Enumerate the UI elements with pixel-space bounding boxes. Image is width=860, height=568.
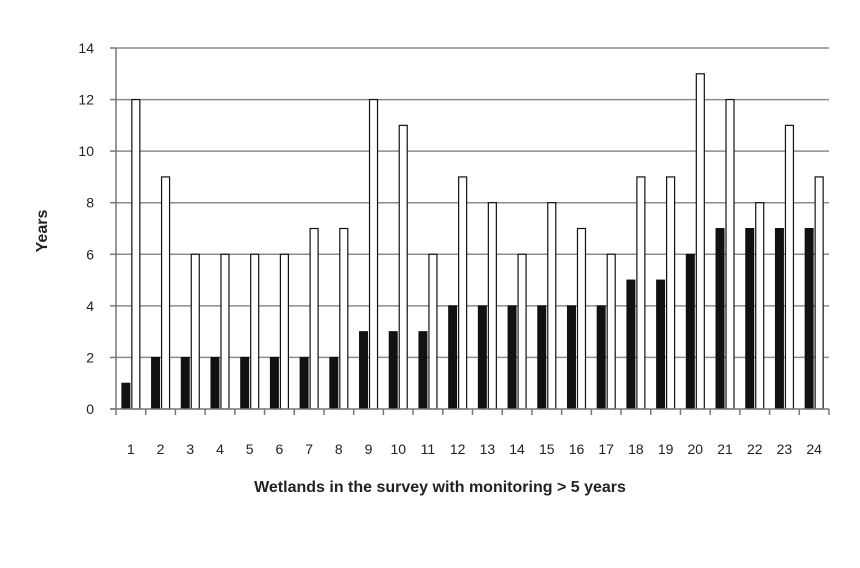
x-tick-label-2: 2	[157, 441, 165, 457]
x-tick-label-11: 11	[421, 441, 436, 457]
bar-series2-15	[547, 202, 557, 410]
bar-series2-21	[725, 98, 735, 410]
bar-series2-9	[368, 98, 379, 410]
bar-series2-1	[131, 98, 141, 410]
bar-series1-13	[477, 305, 487, 410]
x-tick-label-5: 5	[246, 441, 254, 457]
bars	[121, 73, 824, 410]
bar-series2-10	[398, 124, 408, 410]
axes	[110, 47, 830, 415]
bar-series2-5	[250, 253, 260, 410]
x-tick-label-4: 4	[216, 441, 224, 457]
y-tick-label-0: 0	[86, 401, 94, 417]
bar-series1-8	[329, 356, 339, 410]
x-tick-label-3: 3	[186, 441, 194, 457]
bar-series2-16	[576, 227, 587, 410]
x-axis-title: Wetlands in the survey with monitoring >…	[254, 479, 626, 496]
x-tick-label-6: 6	[275, 441, 283, 457]
y-tick-label-6: 6	[86, 246, 94, 262]
bar-series1-4	[210, 356, 220, 410]
x-tick-label-20: 20	[688, 441, 704, 457]
y-tick-label-14: 14	[78, 40, 94, 56]
bar-series2-7	[309, 227, 319, 410]
y-tick-labels: 0 2 4 6 8 10 12 14	[78, 40, 94, 417]
x-tick-label-12: 12	[450, 441, 466, 457]
bar-series2-11	[428, 253, 438, 410]
bar-series2-22	[755, 202, 765, 410]
x-tick-label-23: 23	[777, 441, 793, 457]
bar-series2-20	[695, 73, 705, 410]
x-tick-label-8: 8	[335, 441, 343, 457]
gridlines	[116, 47, 829, 359]
bar-series2-23	[784, 124, 795, 410]
y-tick-label-12: 12	[78, 92, 94, 108]
bar-series1-20	[685, 253, 695, 410]
bar-series2-2	[160, 176, 171, 410]
bar-series1-17	[596, 305, 606, 410]
bar-series2-18	[636, 176, 646, 410]
bar-series2-19	[666, 176, 676, 410]
bar-series1-19	[656, 279, 666, 410]
x-tick-label-7: 7	[305, 441, 313, 457]
y-tick-label-8: 8	[86, 195, 94, 211]
bar-series1-5	[240, 356, 250, 410]
x-tick-label-13: 13	[480, 441, 496, 457]
bar-series1-18	[626, 279, 636, 410]
bar-series1-15	[537, 305, 547, 410]
bar-series2-17	[606, 253, 616, 410]
bar-series1-7	[299, 356, 309, 410]
bar-series1-1	[121, 382, 131, 410]
bar-series1-22	[745, 228, 755, 410]
y-tick-label-4: 4	[86, 298, 94, 314]
x-tick-label-15: 15	[539, 441, 555, 457]
x-tick-label-21: 21	[717, 441, 733, 457]
bar-series1-16	[566, 305, 576, 410]
x-tick-label-14: 14	[509, 441, 525, 457]
x-tick-labels: 1 2 3 4 5 6 7 8 9 10 11 12 13 14 15 16 17 18 19 20 21 22 23 24	[127, 441, 822, 457]
bar-series2-14	[517, 253, 527, 410]
y-tick-label-10: 10	[78, 143, 94, 159]
bar-series2-6	[279, 253, 289, 410]
y-axis-title: Years	[34, 210, 51, 253]
bar-series2-8	[339, 227, 349, 410]
bar-series1-9	[359, 331, 369, 410]
x-tick-label-9: 9	[365, 441, 373, 457]
bar-series1-3	[180, 356, 190, 410]
x-tick-label-16: 16	[569, 441, 585, 457]
bar-series2-13	[487, 202, 497, 410]
bar-series1-21	[715, 228, 725, 410]
bar-series1-2	[151, 356, 161, 410]
y-tick-label-2: 2	[86, 349, 94, 365]
bar-series2-24	[814, 176, 824, 410]
bar-series1-14	[507, 305, 517, 410]
bar-series2-3	[190, 253, 200, 410]
x-tick-label-24: 24	[806, 441, 822, 457]
x-tick-label-10: 10	[390, 441, 406, 457]
x-tick-label-18: 18	[628, 441, 644, 457]
x-tick-label-22: 22	[747, 441, 763, 457]
bar-series1-6	[269, 356, 279, 410]
bar-series1-24	[804, 228, 814, 410]
x-tick-label-19: 19	[658, 441, 674, 457]
bar-series2-12	[458, 176, 468, 410]
bar-series1-12	[448, 305, 458, 410]
x-tick-label-1: 1	[127, 441, 135, 457]
bar-series1-11	[418, 331, 428, 410]
bar-series1-10	[388, 331, 398, 410]
bar-series1-23	[774, 228, 784, 410]
x-tick-label-17: 17	[598, 441, 614, 457]
bar-series2-4	[220, 253, 230, 410]
